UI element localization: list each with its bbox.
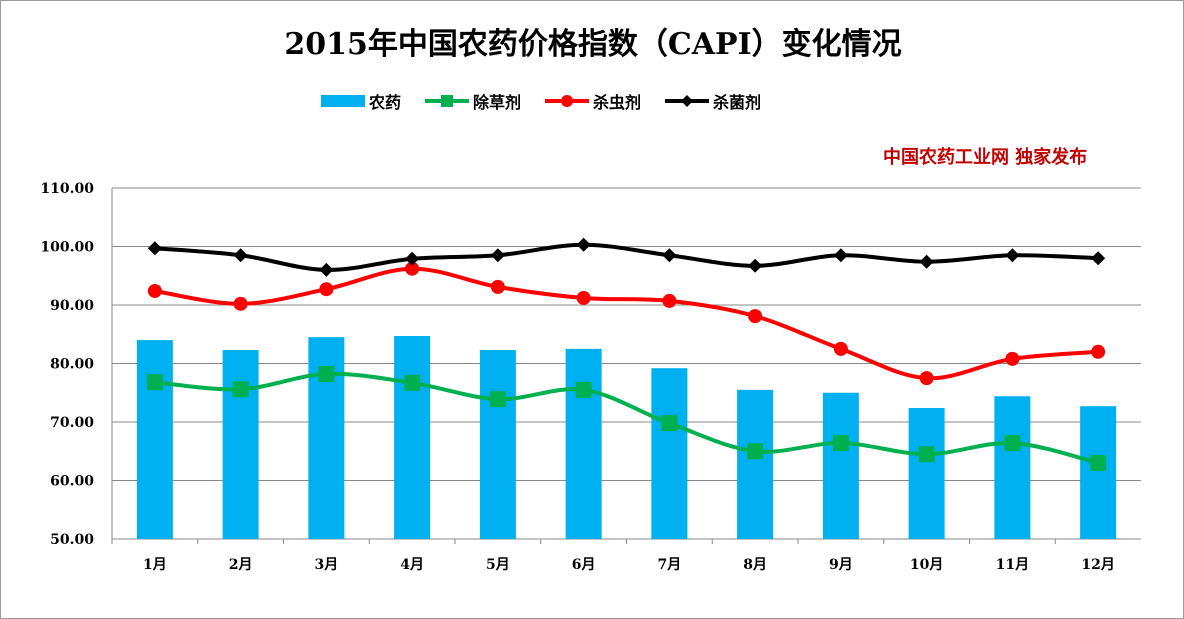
x-tick-label: 11月 — [996, 557, 1029, 573]
data-point — [489, 391, 506, 408]
series-line-除草剂 — [154, 371, 1099, 465]
data-point — [1005, 351, 1020, 366]
data-point — [147, 241, 162, 256]
data-point — [919, 371, 934, 386]
x-tick-label: 7月 — [658, 557, 682, 573]
y-tick-label: 70.00 — [50, 415, 94, 431]
legend-swatch-bar — [321, 95, 365, 107]
bar — [479, 350, 516, 539]
bar — [1080, 406, 1117, 539]
bar — [136, 340, 173, 539]
bar — [994, 396, 1031, 539]
legend-item-pesticide: 农药 — [321, 89, 401, 113]
x-tick-label: 5月 — [486, 557, 510, 573]
data-point — [233, 248, 248, 263]
y-tick-label: 50.00 — [50, 532, 94, 548]
data-point — [405, 261, 420, 276]
bar — [822, 392, 859, 539]
data-point — [1005, 248, 1020, 263]
legend-swatch-line — [425, 95, 470, 107]
data-point — [319, 262, 334, 277]
y-tick-label: 90.00 — [50, 298, 94, 314]
data-point — [918, 446, 935, 463]
x-tick-label: 9月 — [829, 557, 853, 573]
data-point — [748, 309, 763, 324]
x-tick-label: 1月 — [143, 557, 167, 573]
data-point — [748, 258, 763, 273]
data-point — [490, 248, 505, 263]
data-point — [1004, 435, 1021, 452]
bar — [394, 336, 431, 539]
data-point — [318, 366, 335, 383]
y-tick-label: 110.00 — [40, 181, 94, 197]
legend-item-insecticide: 杀虫剂 — [545, 89, 641, 113]
y-tick-label: 80.00 — [50, 357, 94, 373]
x-tick-label: 3月 — [315, 557, 339, 573]
y-tick-label: 60.00 — [50, 474, 94, 490]
legend-label: 杀菌剂 — [713, 93, 762, 112]
data-point — [147, 283, 162, 298]
data-point — [832, 435, 849, 452]
x-tick-label: 2月 — [229, 557, 253, 573]
data-point — [576, 237, 591, 252]
data-point — [404, 374, 421, 391]
data-point — [919, 254, 934, 269]
data-point — [747, 443, 764, 460]
legend-item-herbicide: 除草剂 — [425, 89, 521, 113]
chart-title: 2015年中国农药价格指数（CAPI）变化情况 — [284, 27, 902, 62]
data-point — [662, 293, 677, 308]
bar — [565, 348, 602, 539]
data-point — [1091, 344, 1106, 359]
data-point — [575, 381, 592, 398]
legend-label: 农药 — [369, 93, 402, 112]
x-tick-label: 10月 — [910, 557, 943, 573]
data-point — [833, 341, 848, 356]
y-tick-label: 100.00 — [40, 240, 94, 256]
bar — [737, 389, 774, 539]
data-point — [833, 248, 848, 263]
bar — [222, 350, 259, 539]
series-line-杀虫剂 — [154, 266, 1099, 381]
legend-swatch-line — [665, 95, 710, 107]
series-line-杀菌剂 — [154, 242, 1099, 272]
data-point — [319, 282, 334, 297]
data-point — [1090, 454, 1107, 471]
data-point — [490, 279, 505, 294]
data-point — [146, 374, 163, 391]
data-point — [1091, 251, 1106, 266]
legend: 农药 除草剂 杀虫剂 杀菌剂 — [321, 89, 761, 113]
source-annotation: 中国农药工业网 独家发布 — [883, 147, 1088, 168]
bar — [908, 407, 945, 539]
data-point — [576, 290, 591, 305]
legend-label: 杀虫剂 — [593, 93, 642, 112]
x-tick-label: 12月 — [1081, 557, 1114, 573]
data-point — [661, 415, 678, 432]
x-tick-label: 6月 — [572, 557, 596, 573]
legend-swatch-line — [545, 95, 590, 107]
x-tick-label: 4月 — [400, 557, 424, 573]
data-point — [405, 251, 420, 266]
legend-item-fungicide: 杀菌剂 — [665, 89, 761, 113]
data-point — [662, 248, 677, 263]
data-point — [233, 296, 248, 311]
bar — [651, 368, 688, 539]
data-point — [232, 381, 249, 398]
x-tick-label: 8月 — [743, 557, 767, 573]
legend-label: 除草剂 — [473, 93, 522, 112]
